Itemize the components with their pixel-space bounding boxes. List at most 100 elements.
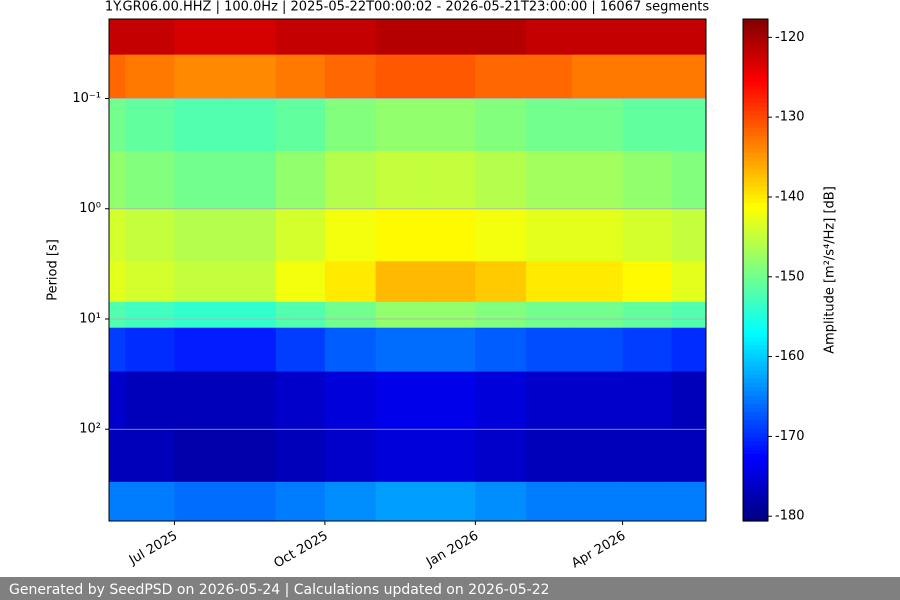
- heat-cell: [526, 481, 573, 522]
- colorbar-step: [743, 249, 768, 254]
- colorbar-step: [743, 219, 768, 225]
- colorbar-step: [743, 270, 768, 275]
- heat-cell: [125, 301, 175, 329]
- colorbar-step: [743, 362, 768, 367]
- colorbar-step: [743, 44, 768, 49]
- colorbar-step: [743, 111, 768, 116]
- colorbar-step: [743, 190, 768, 196]
- colorbar-step: [743, 500, 768, 505]
- heat-cell: [424, 429, 476, 483]
- colorbar-tick-label: -170: [775, 429, 805, 444]
- heat-cell: [622, 429, 673, 483]
- colorbar-step: [743, 336, 768, 342]
- heat-cell: [324, 429, 377, 483]
- colorbar-step: [743, 378, 768, 384]
- y-tick-label: 10¹: [79, 311, 101, 326]
- heat-cell: [671, 327, 707, 373]
- heat-cell: [125, 19, 175, 56]
- colorbar-step: [743, 382, 768, 388]
- colorbar-step: [743, 428, 768, 434]
- heat-cell: [622, 208, 673, 262]
- heat-cell: [571, 371, 624, 430]
- heat-cell: [275, 429, 326, 483]
- colorbar-step: [743, 182, 768, 187]
- colorbar-step: [743, 148, 768, 154]
- heat-cell: [475, 151, 527, 210]
- colorbar-step: [743, 366, 768, 371]
- heat-cell: [225, 371, 277, 430]
- heat-cell: [275, 98, 326, 152]
- heat-cell: [526, 54, 573, 100]
- colorbar-tick-label: -140: [775, 189, 805, 204]
- colorbar-step: [743, 169, 768, 175]
- colorbar-step: [743, 412, 768, 418]
- colorbar-step: [743, 77, 768, 83]
- colorbar-step: [743, 194, 768, 200]
- heat-cell: [109, 301, 126, 329]
- heat-cell: [526, 261, 573, 303]
- colorbar-step: [743, 52, 768, 58]
- heat-cell: [622, 151, 673, 210]
- colorbar-step: [743, 244, 768, 250]
- heat-cell: [571, 54, 624, 100]
- colorbar-step: [743, 307, 768, 313]
- colorbar-step: [743, 207, 768, 213]
- colorbar-step: [743, 495, 768, 501]
- heat-cell: [475, 429, 527, 483]
- heat-cell: [174, 327, 226, 373]
- colorbar-step: [743, 332, 768, 338]
- colorbar-step: [743, 395, 768, 401]
- colorbar-step: [743, 290, 768, 296]
- heat-cell: [324, 371, 377, 430]
- heat-cell: [225, 301, 277, 329]
- colorbar-step: [743, 374, 768, 380]
- heat-cell: [174, 481, 226, 522]
- heat-cell: [375, 208, 426, 262]
- heat-cell: [275, 19, 326, 56]
- heat-cell: [526, 429, 573, 483]
- heat-cell: [375, 371, 426, 430]
- heat-cell: [174, 301, 226, 329]
- heat-cell: [375, 54, 426, 100]
- colorbar-step: [743, 508, 768, 514]
- colorbar-step: [743, 470, 768, 476]
- heat-cell: [475, 301, 527, 329]
- heat-cell: [109, 54, 126, 100]
- colorbar-step: [743, 424, 768, 430]
- heat-cell: [125, 481, 175, 522]
- colorbar-step: [743, 345, 768, 351]
- colorbar-step: [743, 316, 768, 321]
- colorbar-tick-label: -130: [775, 110, 805, 125]
- heat-cell: [622, 98, 673, 152]
- colorbar-step: [743, 253, 768, 259]
- colorbar-step: [743, 186, 768, 192]
- heat-cell: [225, 327, 277, 373]
- colorbar-step: [743, 119, 768, 125]
- heat-cell: [526, 98, 573, 152]
- colorbar-step: [743, 349, 768, 355]
- colorbar-step: [743, 328, 768, 334]
- heat-cell: [622, 371, 673, 430]
- heat-cell: [174, 54, 226, 100]
- heat-cell: [424, 301, 476, 329]
- colorbar-step: [743, 27, 768, 33]
- colorbar-step: [743, 479, 768, 484]
- heat-cell: [571, 481, 624, 522]
- colorbar-step: [743, 265, 768, 271]
- colorbar-step: [743, 512, 768, 518]
- heat-cell: [125, 98, 175, 152]
- colorbar-step: [743, 441, 768, 447]
- heat-cell: [622, 54, 673, 100]
- heat-cell: [475, 481, 527, 522]
- heat-cell: [671, 54, 707, 100]
- heat-cell: [475, 208, 527, 262]
- heat-cell: [109, 327, 126, 373]
- colorbar-step: [743, 357, 768, 363]
- heat-cell: [571, 301, 624, 329]
- heat-cell: [622, 481, 673, 522]
- heat-cell: [622, 301, 673, 329]
- heat-cell: [324, 481, 377, 522]
- colorbar-step: [743, 462, 768, 468]
- heat-cell: [125, 327, 175, 373]
